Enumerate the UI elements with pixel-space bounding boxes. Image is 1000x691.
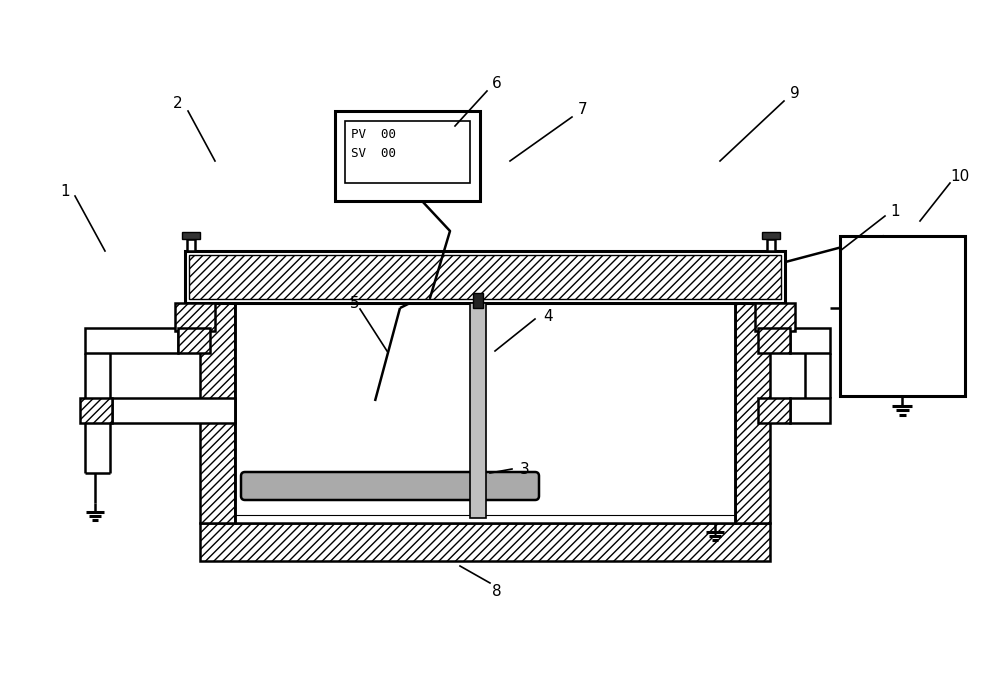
Bar xyxy=(345,121,470,183)
Bar xyxy=(790,328,830,353)
Bar xyxy=(112,398,235,423)
Bar xyxy=(182,232,200,239)
Bar xyxy=(755,303,795,331)
Bar xyxy=(767,239,775,251)
Bar xyxy=(235,303,735,523)
Text: 4: 4 xyxy=(543,308,553,323)
Text: 1: 1 xyxy=(60,184,70,198)
Bar xyxy=(840,236,965,396)
Bar xyxy=(200,303,235,523)
FancyBboxPatch shape xyxy=(241,472,539,500)
Bar xyxy=(80,398,112,423)
Bar xyxy=(470,303,486,518)
Bar xyxy=(335,111,480,201)
Bar xyxy=(85,328,178,353)
Text: 8: 8 xyxy=(492,583,502,598)
Text: SV  00: SV 00 xyxy=(351,146,396,160)
Bar xyxy=(178,328,210,353)
Bar xyxy=(200,523,770,561)
Bar xyxy=(735,303,770,523)
Text: 5: 5 xyxy=(350,296,360,310)
Text: 2: 2 xyxy=(173,95,183,111)
Text: 10: 10 xyxy=(950,169,970,184)
Bar xyxy=(758,328,790,353)
Text: 6: 6 xyxy=(492,75,502,91)
Text: PV  00: PV 00 xyxy=(351,128,396,140)
Bar xyxy=(762,232,780,239)
Bar xyxy=(185,251,785,303)
Bar xyxy=(187,239,195,251)
Bar xyxy=(758,398,790,423)
Bar xyxy=(473,293,483,308)
Bar xyxy=(175,303,215,331)
Bar xyxy=(189,255,781,299)
Text: 3: 3 xyxy=(520,462,530,477)
Text: 9: 9 xyxy=(790,86,800,100)
Text: 1: 1 xyxy=(890,204,900,218)
Text: 7: 7 xyxy=(578,102,588,117)
Bar xyxy=(790,398,830,423)
